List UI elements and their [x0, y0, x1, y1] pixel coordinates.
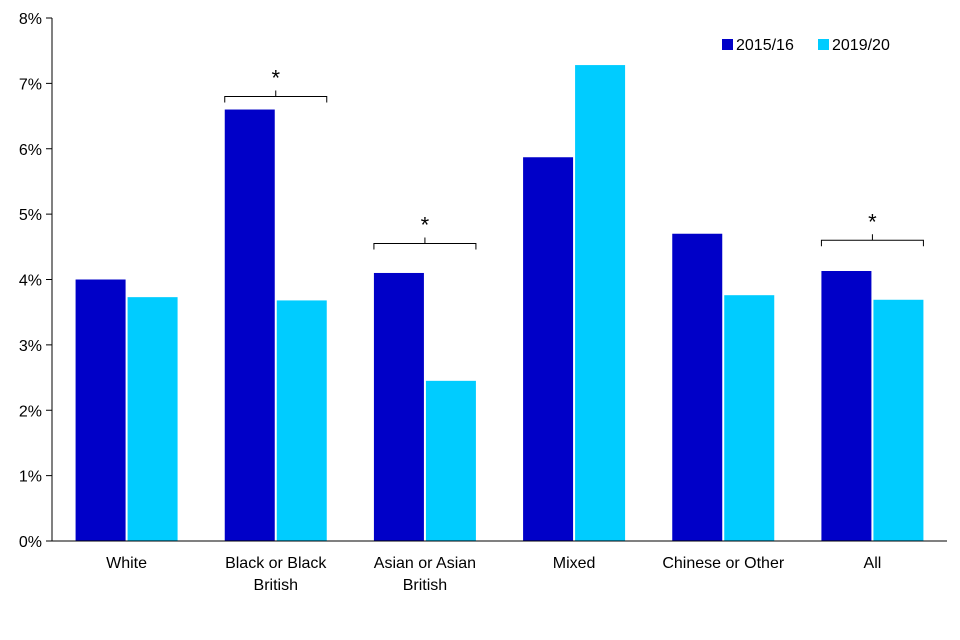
x-tick-label: White [106, 555, 147, 572]
bar-series-1-cat-4 [724, 295, 775, 541]
bar-series-1-cat-1 [276, 300, 327, 541]
y-tick-label: 7% [19, 76, 42, 93]
legend-label-1: 2019/20 [832, 37, 890, 54]
y-tick-label: 0% [19, 534, 42, 551]
x-tick-label: Black or Black [225, 555, 327, 572]
legend-swatch-0 [722, 39, 733, 50]
legend-label-0: 2015/16 [736, 37, 794, 54]
bar-series-0-cat-4 [672, 233, 723, 542]
bar-series-0-cat-3 [523, 157, 574, 541]
x-tick-label: British [403, 577, 447, 594]
y-axis: 0% 1% 2% 3% 4% 5% 6% 7% 8% [19, 11, 53, 551]
bar-series-1-cat-0 [127, 297, 178, 541]
legend-swatch-1 [818, 39, 829, 50]
x-tick-label: British [254, 577, 298, 594]
x-tick-label: Asian or Asian [374, 555, 476, 572]
x-tick-label: Chinese or Other [662, 555, 785, 572]
bar-series-0-cat-5 [821, 271, 872, 541]
x-tick-label: All [864, 555, 882, 572]
significance-bracket [820, 234, 924, 247]
bar-series-0-cat-0 [75, 279, 126, 541]
significance-markers: * * * [224, 65, 924, 250]
category-labels: White Black or Black British Asian or Asian… [106, 555, 881, 594]
y-tick-label: 2% [19, 403, 42, 420]
y-tick-label: 5% [19, 207, 42, 224]
significance-bracket [373, 237, 477, 250]
x-tick-label: Mixed [553, 555, 596, 572]
y-tick-label: 8% [19, 11, 42, 28]
y-tick-label: 1% [19, 469, 42, 486]
y-tick-label: 4% [19, 273, 42, 290]
y-tick-label: 3% [19, 338, 42, 355]
bar-series-1-cat-5 [873, 299, 924, 541]
significance-star: * [868, 209, 877, 234]
bar-series-0-cat-2 [373, 272, 424, 541]
bars [75, 65, 924, 542]
y-tick-label: 6% [19, 142, 42, 159]
legend: 2015/16 2019/20 [722, 37, 890, 54]
significance-star: * [421, 213, 430, 238]
significance-bracket [224, 90, 328, 103]
significance-star: * [271, 65, 280, 90]
bar-series-0-cat-1 [224, 109, 275, 542]
bar-series-1-cat-2 [425, 380, 476, 541]
bar-series-1-cat-3 [575, 65, 626, 541]
